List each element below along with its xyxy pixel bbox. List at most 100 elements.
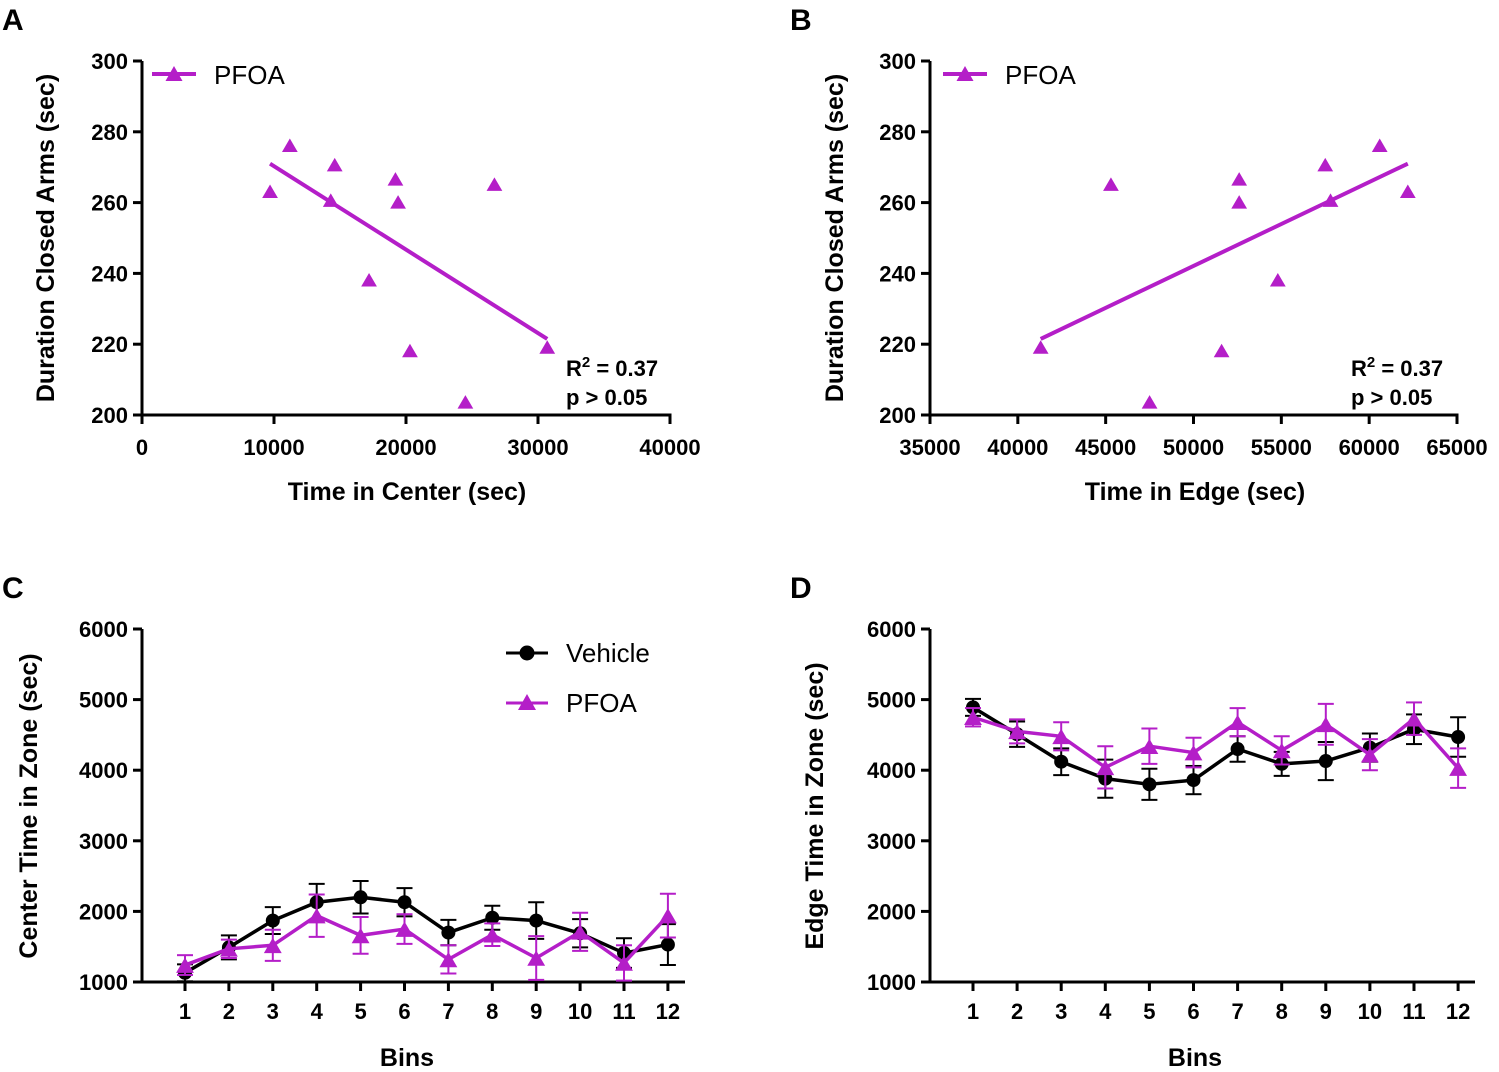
panel-b-point: [1032, 340, 1049, 354]
panel-a-y-tick-label: 260: [91, 191, 128, 216]
panel-c-legend: Vehicle PFOA: [506, 638, 650, 718]
panel-c-vehicle-line: [184, 895, 669, 975]
panel-d-pfoa-point: [1316, 716, 1335, 733]
panel-c-y-tick-label: 5000: [79, 688, 128, 713]
panel-a-x-title: Time in Center (sec): [288, 478, 527, 506]
panel-b-point: [1371, 138, 1388, 152]
panel-d-vehicle-point: [1054, 754, 1069, 769]
panel-c-x-tick-label: 3: [267, 999, 279, 1024]
panel-b-x-tick-label: 65000: [1426, 435, 1487, 460]
panel-d-pfoa-point: [1008, 723, 1027, 740]
panel-d-vehicle-point: [1230, 742, 1245, 757]
panel-d-x-tick-label: 1: [967, 999, 979, 1024]
panel-c-x-tick-label: 7: [442, 999, 454, 1024]
panel-d-y-tick-label: 1000: [867, 970, 916, 995]
panel-a-y-tick-label: 280: [91, 120, 128, 145]
panel-d-vehicle-line: [972, 705, 1459, 787]
panel-c-vehicle-point: [397, 895, 412, 910]
panel-c-x-tick-label: 2: [223, 999, 235, 1024]
panel-d-y-tick-label: 4000: [867, 758, 916, 783]
panel-b-legend: PFOA: [943, 60, 1076, 90]
panel-d-pfoa-point: [1449, 760, 1468, 776]
panel-c-series-pfoa: [176, 892, 677, 982]
panel-d-pfoa-point: [964, 709, 982, 726]
panel-a-y-tick-label: 200: [91, 403, 128, 428]
panel-d-pfoa-point: [1228, 714, 1247, 730]
panel-a-x-tick-label: 40000: [639, 435, 700, 460]
panel-letter-b: B: [790, 4, 812, 37]
panel-a: A 0 10000 20000 30000 40000 200 220 240 260 280 30…: [2, 4, 701, 506]
panel-c-x-tick-label: 5: [354, 999, 366, 1024]
panel-c-y-tick-label: 3000: [79, 829, 128, 854]
panel-a-r2-r: R: [566, 356, 582, 381]
panel-a-point: [539, 340, 556, 354]
panel-c-pfoa-point: [571, 924, 590, 940]
panel-a-x-tick-label: 30000: [507, 435, 568, 460]
panel-c-x-tick-label: 11: [612, 999, 635, 1024]
panel-c-legend-vehicle: Vehicle: [566, 638, 650, 668]
panel-b-y-tick-label: 280: [879, 120, 916, 145]
panel-a-r2-value: = 0.37: [590, 356, 658, 381]
panel-b-x-tick-label: 40000: [987, 435, 1048, 460]
panel-d-vehicle-point: [1142, 777, 1157, 792]
panel-a-point: [361, 272, 377, 287]
panel-c-x-tick-label: 1: [179, 999, 191, 1024]
panel-b-point: [1269, 272, 1286, 287]
panel-letter-c: C: [2, 572, 24, 605]
panel-b-legend-triangle: [956, 66, 974, 81]
panel-d-y-tick-label: 6000: [867, 617, 916, 642]
panel-d-x-tick-label: 8: [1276, 999, 1288, 1024]
panel-a-x-tick-label: 20000: [375, 435, 436, 460]
panel-c-pfoa-point: [263, 937, 282, 954]
panel-d-x-tick-label: 3: [1055, 999, 1067, 1024]
panel-c-pfoa-point: [483, 927, 502, 943]
panel-d-pfoa-point: [1052, 728, 1071, 745]
panel-b-x-tick-label: 55000: [1251, 435, 1312, 460]
panel-a-legend: PFOA: [152, 60, 285, 90]
panel-d-x-tick-label: 11: [1402, 999, 1425, 1024]
panel-d-pfoa-point: [1184, 745, 1203, 761]
panel-c-x-tick-label: 6: [398, 999, 410, 1024]
panel-a-point: [387, 172, 404, 186]
panel-c-pfoa-point: [176, 957, 194, 973]
panel-b-y-title: Duration Closed Arms (sec): [821, 74, 849, 402]
panel-b-legend-pfoa: PFOA: [1005, 60, 1076, 90]
panel-b-r2-r: R: [1351, 356, 1367, 381]
panel-b-y-tick-label: 200: [879, 403, 916, 428]
panel-b-point: [1231, 172, 1248, 186]
panel-c-pfoa-point: [219, 941, 238, 957]
panel-b-point: [1103, 177, 1119, 191]
panel-d-vehicle-point: [1318, 754, 1333, 769]
panel-c-pfoa-point: [658, 908, 677, 924]
panel-d-pfoa-point: [1096, 759, 1115, 776]
panel-a-y-tick-label: 240: [91, 261, 128, 286]
panel-c-y-title: Center Time in Zone (sec): [15, 653, 43, 958]
panel-b-y-tick-label: 220: [879, 332, 916, 357]
panel-d-pfoa-point: [1272, 742, 1291, 759]
panel-d-series-pfoa: [964, 701, 1468, 790]
panel-d-x-tick-label: 10: [1358, 999, 1382, 1024]
panel-c-pfoa-point: [615, 955, 633, 971]
panel-a-y-tick-label: 220: [91, 332, 128, 357]
panel-c-x-tick-label: 8: [486, 999, 498, 1024]
panel-c-x-tick-label: 10: [568, 999, 592, 1024]
panel-c-vehicle-point: [353, 890, 368, 905]
panel-c-x-tick-label: 4: [311, 999, 324, 1024]
panel-c-pfoa-point: [527, 950, 546, 966]
panel-c-series-vehicle: [177, 880, 676, 983]
panel-b: B 35000 40000 45000 50000 55000 60000 65000 200…: [790, 4, 1488, 506]
panel-d-x-tick-label: 4: [1099, 999, 1112, 1024]
panel-b-plot: 35000 40000 45000 50000 55000 60000 6500020022…: [879, 49, 1487, 460]
panel-b-x-tick-label: 35000: [899, 435, 960, 460]
panel-d-vehicle-point: [1186, 773, 1201, 788]
panel-c-pfoa-point: [351, 927, 370, 944]
panel-letter-d: D: [790, 572, 812, 605]
panel-d-pfoa-point: [1360, 747, 1379, 763]
panel-c-legend-vehicle-circle: [519, 645, 535, 661]
panel-b-point: [1317, 157, 1334, 172]
panel-d-y-tick-label: 3000: [867, 829, 916, 854]
panel-c-vehicle-point: [529, 913, 544, 928]
